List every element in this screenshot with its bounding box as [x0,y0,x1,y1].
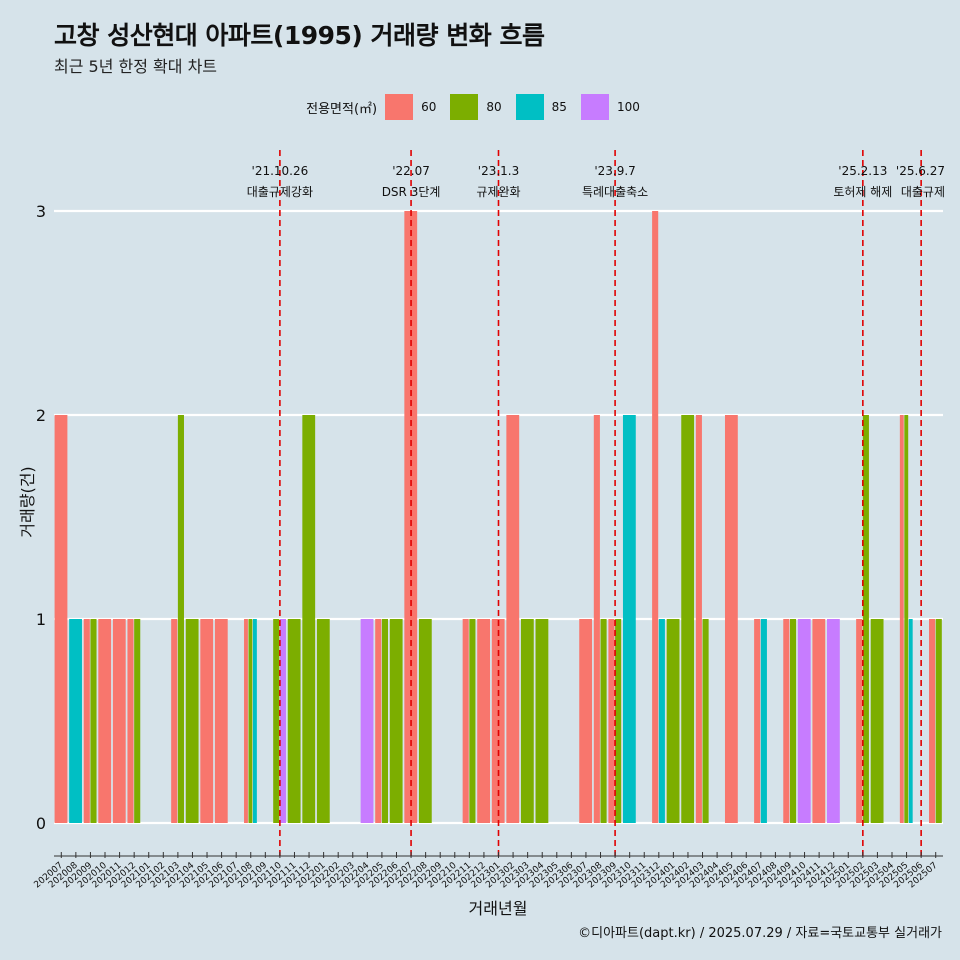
bar-202108-85 [252,619,257,823]
bar-202211-80 [469,619,476,823]
legend-item-100: 100 [580,94,640,120]
legend-label-60: 60 [421,100,437,114]
bar-202010-60 [98,619,112,823]
bar-202110-80 [273,619,280,823]
bar-202505-80 [904,415,909,823]
bar-202310-85 [622,415,636,823]
bar-202503-80 [870,619,884,823]
legend-title: 전용면적(㎡) [306,101,378,117]
bar-202502-80 [862,415,869,823]
bar-202402-80 [681,415,695,823]
event-date-label: '25.6.27 [896,164,945,178]
bar-202111-80 [287,619,301,823]
bar-202309-80 [615,619,622,823]
bar-202208-80 [418,619,432,823]
y-tick-label: 1 [36,610,46,629]
bar-202307-60 [579,619,593,823]
chart-subtitle: 최근 5년 한정 확대 차트 [54,57,218,76]
bar-202405-60 [724,415,738,823]
bar-202412-100 [826,619,840,823]
bar-202012-60 [127,619,134,823]
y-tick-label: 3 [36,202,46,221]
bar-202312-85 [658,619,665,823]
x-axis-title: 거래년월 [469,899,528,918]
legend-swatch-80 [450,94,479,120]
source-caption: ©디아파트(dapt.kr) / 2025.07.29 / 자료=국토교통부 실… [578,926,942,941]
chart-title: 고창 성산현대 아파트(1995) 거래량 변화 흐름 [54,21,545,50]
bar-202308-80 [600,619,607,823]
bar-202108-60 [244,619,248,823]
bar-202105-60 [200,619,214,823]
bar-202309-60 [608,619,615,823]
bar-202407-60 [754,619,761,823]
event-date-label: '23.1.3 [478,164,519,178]
bar-202106-60 [214,619,228,823]
bar-202304-80 [535,619,549,823]
legend-item-85: 85 [515,94,567,120]
bar-202507-60 [929,619,936,823]
bar-202110-100 [279,619,286,823]
bar-202409-60 [783,619,790,823]
bar-202205-80 [381,619,389,823]
y-tick-label: 2 [36,406,46,425]
bar-202303-80 [520,619,534,823]
bar-202008-85 [69,619,82,823]
legend-item-60: 60 [385,94,436,120]
bar-202204-100 [360,619,374,823]
bar-202403-80 [702,619,709,823]
bar-202206-80 [389,619,403,823]
bar-202505-85 [908,619,913,823]
legend-swatch-60 [385,94,414,120]
bar-202411-60 [812,619,826,823]
bar-202409-80 [789,619,797,823]
bar-202103-60 [171,619,178,823]
event-date-label: '22.07 [392,164,430,178]
bar-202112-80 [302,415,316,823]
event-annotations: '21.10.26 대출규제강화 '22.07 DSR 3단계 '23.1.3 규제완화 '… [247,150,945,856]
bar-202403-60 [695,415,702,823]
bar-202009-60 [83,619,90,823]
event-name-label: DSR 3단계 [382,185,441,199]
bar-202407-85 [760,619,767,823]
bar-202103-80 [177,415,184,823]
bar-202401-80 [666,619,680,823]
legend-swatch-85 [515,94,544,120]
bar-202502-60 [856,619,863,823]
bar-202201-80 [316,619,330,823]
event-name-label: 대출규제강화 [247,185,313,199]
bar-202410-100 [797,619,811,823]
y-tick-label: 0 [36,814,46,833]
bar-202505-60 [899,415,904,823]
bar-202011-60 [112,619,126,823]
bar-202312-60 [652,211,659,823]
event-name-label: 토허제 해제 [833,185,892,199]
event-name-label: 특례대출축소 [582,185,648,199]
legend-label-85: 85 [551,100,567,114]
event-name-label: 규제완화 [476,185,520,199]
bar-202507-80 [935,619,942,823]
bar-202211-60 [462,619,469,823]
y-axis-title: 거래량(건) [18,466,37,537]
legend-swatch-100 [580,94,609,120]
bars [54,211,942,823]
legend-label-80: 80 [486,100,502,114]
bar-202104-80 [185,619,199,823]
bar-202205-60 [375,619,382,823]
bar-202009-80 [90,619,97,823]
bar-202207-60 [404,211,418,823]
bar-202308-60 [593,415,600,823]
bar-202007-60 [54,415,68,823]
event-date-label: '23.9.7 [594,164,635,178]
bar-202108-80 [248,619,253,823]
event-name-label: 대출규제 [901,185,945,199]
legend-item-80: 80 [450,94,502,120]
legend: 전용면적(㎡) 60 80 85 100 [0,94,960,120]
bar-202302-60 [506,415,520,823]
event-date-label: '25.2.13 [838,164,887,178]
bar-202212-60 [477,619,491,823]
legend-label-100: 100 [616,100,640,114]
bar-202012-80 [134,619,141,823]
event-date-label: '21.10.26 [252,164,309,178]
